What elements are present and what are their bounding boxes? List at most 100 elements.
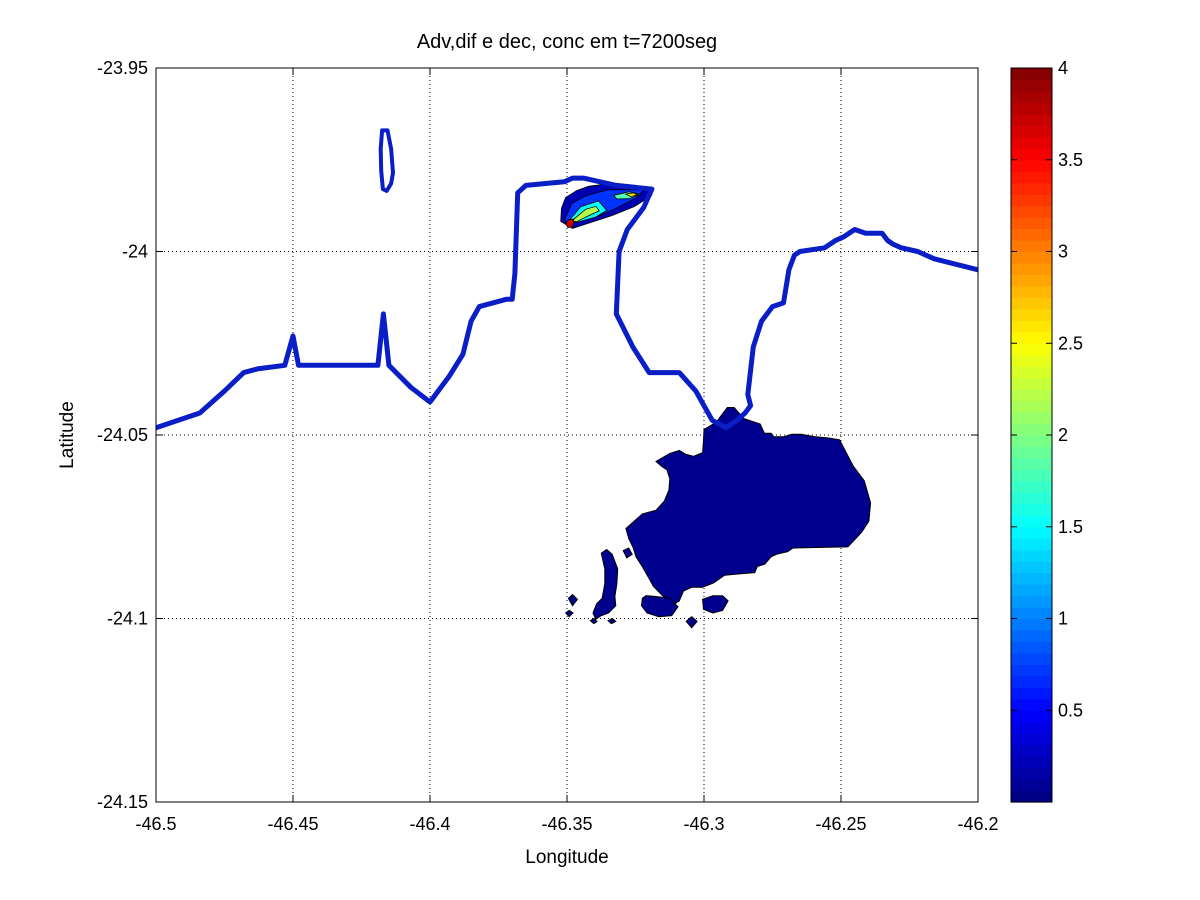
colorbar-stripe [1011,285,1052,298]
colorbar-stripe [1011,194,1052,207]
colorbar-stripe [1011,767,1052,780]
colorbar-stripe [1011,90,1052,104]
colorbar-tick-label: 2.5 [1058,333,1083,353]
colorbar-stripe [1011,354,1052,367]
colorbar-stripe [1011,721,1052,734]
low-concentration-region [564,407,872,629]
colorbar-stripe [1011,641,1052,654]
colorbar-stripe [1011,377,1052,390]
colorbar-stripe [1011,366,1052,379]
low-concentration-patch [564,609,574,618]
colorbar-stripe [1011,102,1052,115]
colorbar-stripe [1011,457,1052,471]
colorbar-stripe [1011,308,1052,321]
plume-contour-level [569,205,600,222]
low-concentration-patch [592,548,619,620]
colorbar-ticks: 0.5 1 1.5 2 2.5 3 3.5 4 [1011,58,1083,720]
colorbar-stripe [1011,79,1052,92]
colorbar-tick-label: 4 [1058,58,1068,78]
x-axis-label: Longitude [525,847,608,868]
colorbar-stripe [1011,572,1052,585]
colorbar-tick-label: 0.5 [1058,700,1083,720]
colorbar-stripe [1011,113,1052,126]
x-tick-label: -46.35 [541,814,592,834]
y-tick-label: -24 [122,242,148,262]
low-concentration-patch [622,547,633,559]
colorbar-stripe [1011,251,1052,264]
colorbar-stripe [1011,262,1052,276]
colorbar-stripe [1011,182,1052,195]
colorbar-stripe [1011,469,1052,482]
x-tick-label: -46.4 [409,814,450,834]
colorbar-tick-label: 1.5 [1058,517,1083,537]
low-concentration-patch [589,617,598,625]
colorbar-stripe [1011,400,1052,413]
colorbar-stripe [1011,687,1052,700]
x-tick-label: -46.45 [267,814,318,834]
colorbar-stripe [1011,446,1052,459]
colorbar-stripe [1011,744,1052,757]
colorbar-stripe [1011,435,1052,448]
colorbar-stripe [1011,584,1052,597]
colorbar-stripe [1011,756,1052,769]
colorbar-stripe [1011,549,1052,562]
x-tick-label: -46.25 [815,814,866,834]
colorbar-stripe [1011,664,1052,677]
colorbar-stripe [1011,171,1052,184]
axis-ticks: -46.5 -46.45 -46.4 -46.35 -46.3 -46.25 -46.2 -2… [97,58,999,834]
colorbar-stripe [1011,320,1052,333]
colorbar-stripe [1011,652,1052,665]
colorbar-stripe [1011,423,1052,436]
low-concentration-patch [607,617,617,625]
x-tick-label: -46.5 [135,814,176,834]
colorbar-stripe [1011,136,1052,149]
colorbar-tick-label: 2 [1058,425,1068,445]
colorbar-stripe [1011,159,1052,172]
colorbar-stripe [1011,412,1052,425]
colorbar-tick-label: 3.5 [1058,150,1083,170]
concentration-plume [560,182,654,229]
island-outline [378,128,395,193]
plume-contour-level [624,192,639,197]
chart-title: Adv,dif e dec, conc em t=7200seg [417,31,717,53]
colorbar-stripe [1011,733,1052,746]
colorbar-stripe [1011,629,1052,643]
colorbar-stripe [1011,618,1052,631]
y-tick-label: -24.15 [97,792,148,812]
low-concentration-patch [702,595,729,614]
colorbar-stripe [1011,148,1052,161]
colorbar-stripe [1011,526,1052,539]
colorbar-stripe [1011,538,1052,551]
colorbar-stripe [1011,595,1052,608]
low-concentration-patch [640,595,679,618]
colorbar-stripe [1011,343,1052,356]
colorbar-stripe [1011,68,1052,81]
colorbar-gradient [1011,68,1052,803]
colorbar-stripe [1011,240,1052,253]
colorbar-stripe [1011,561,1052,574]
y-tick-label: -24.05 [97,425,148,445]
y-tick-label: -24.1 [107,609,148,629]
coastline-line [156,175,978,431]
colorbar-stripe [1011,698,1052,711]
colorbar-stripe [1011,205,1052,218]
plot-axes: -46.5 -46.45 -46.4 -46.35 -46.3 -46.25 -46.2 -2… [97,58,999,834]
low-concentration-patch [625,407,872,607]
colorbar-stripe [1011,274,1052,287]
colorbar-stripe [1011,503,1052,516]
coastline [156,128,978,431]
colorbar-stripe [1011,228,1052,241]
colorbar-tick-label: 3 [1058,242,1068,262]
colorbar-stripe [1011,790,1052,803]
colorbar-stripe [1011,389,1052,402]
plot-area [156,128,978,629]
low-concentration-patch [685,616,698,629]
colorbar-stripe [1011,331,1052,344]
y-tick-label: -23.95 [97,58,148,78]
colorbar-stripe [1011,217,1052,230]
plume-contour-level [565,218,575,229]
colorbar-stripe [1011,125,1052,138]
colorbar: 0.5 1 1.5 2 2.5 3 3.5 4 [1010,58,1083,803]
colorbar-stripe [1011,480,1052,493]
